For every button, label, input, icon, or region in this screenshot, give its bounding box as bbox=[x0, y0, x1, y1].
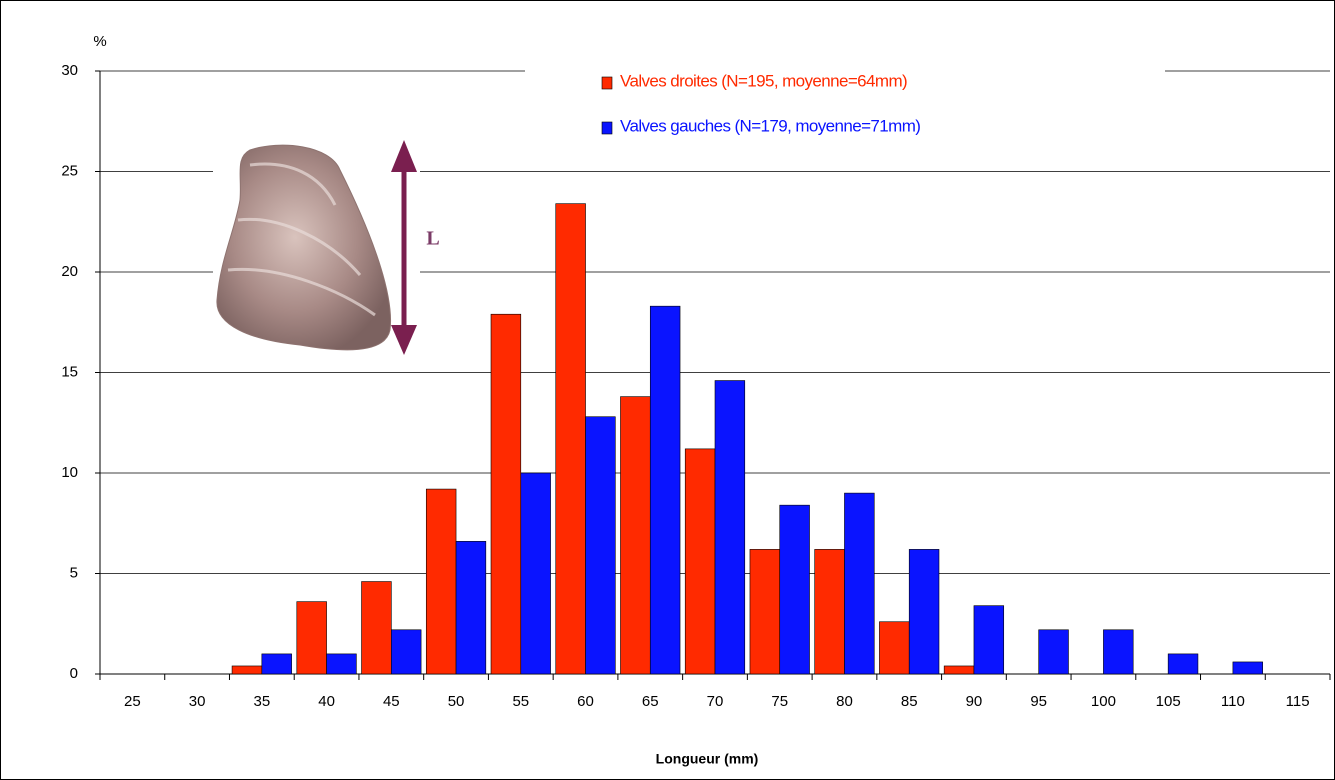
bar bbox=[620, 396, 651, 675]
x-tick-label: 75 bbox=[771, 693, 788, 710]
bar bbox=[908, 549, 940, 675]
bar bbox=[1167, 653, 1199, 675]
bar bbox=[261, 653, 292, 675]
bar bbox=[1232, 661, 1263, 675]
legend-swatch bbox=[601, 76, 613, 90]
legend-label: Valves droites (N=195, moyenne=64mm) bbox=[620, 71, 907, 90]
y-axis-label: % bbox=[93, 33, 106, 50]
bar bbox=[391, 629, 422, 675]
arrow-head bbox=[391, 140, 417, 172]
legend-swatch bbox=[601, 121, 613, 135]
bar bbox=[1103, 629, 1134, 675]
y-tick-label: 10 bbox=[61, 464, 78, 481]
bar bbox=[455, 541, 487, 675]
legend-background bbox=[525, 60, 1165, 150]
bar bbox=[231, 665, 263, 675]
x-tick-label: 90 bbox=[966, 693, 983, 710]
x-tick-label: 40 bbox=[318, 693, 335, 710]
x-tick-label: 35 bbox=[253, 693, 270, 710]
bar bbox=[714, 380, 746, 675]
x-tick-label: 105 bbox=[1156, 693, 1181, 710]
y-tick-label: 20 bbox=[61, 263, 78, 280]
bar bbox=[649, 305, 681, 675]
x-tick-label: 25 bbox=[124, 693, 141, 710]
x-tick-label: 65 bbox=[642, 693, 659, 710]
bar bbox=[749, 549, 781, 675]
x-tick-label: 85 bbox=[901, 693, 918, 710]
bar bbox=[585, 416, 616, 675]
x-tick-label: 30 bbox=[189, 693, 206, 710]
y-tick-label: 5 bbox=[70, 564, 78, 581]
bar bbox=[814, 549, 845, 675]
arrow-head bbox=[391, 325, 417, 355]
x-tick-label: 100 bbox=[1091, 693, 1116, 710]
bar bbox=[1038, 629, 1069, 675]
y-tick-label: 15 bbox=[61, 363, 78, 380]
x-tick-label: 45 bbox=[383, 693, 400, 710]
x-tick-label: 115 bbox=[1286, 693, 1310, 710]
bar bbox=[844, 492, 875, 675]
bar bbox=[684, 448, 716, 675]
bar bbox=[425, 488, 457, 675]
x-tick-label: 80 bbox=[836, 693, 853, 710]
bar bbox=[779, 504, 810, 675]
bar bbox=[943, 665, 975, 675]
bar bbox=[326, 653, 357, 675]
bar bbox=[520, 472, 551, 675]
x-tick-label: 95 bbox=[1030, 693, 1047, 710]
y-tick-label: 30 bbox=[61, 62, 78, 79]
bar bbox=[555, 203, 586, 675]
y-tick-label: 25 bbox=[61, 162, 78, 179]
y-tick-label: 0 bbox=[70, 665, 78, 682]
x-tick-label: 50 bbox=[448, 693, 465, 710]
bar bbox=[296, 601, 327, 675]
bar bbox=[361, 581, 392, 675]
legend-label: Valves gauches (N=179, moyenne=71mm) bbox=[620, 116, 920, 135]
x-tick-label: 60 bbox=[577, 693, 594, 710]
bar bbox=[879, 621, 910, 675]
x-axis-title: Longueur (mm) bbox=[656, 751, 759, 767]
oyster-lines bbox=[227, 162, 376, 317]
x-tick-label: 110 bbox=[1221, 693, 1245, 710]
bar bbox=[973, 605, 1005, 675]
bar bbox=[490, 313, 522, 675]
annotation: L bbox=[426, 228, 439, 250]
x-tick-label: 55 bbox=[512, 693, 529, 710]
x-tick-label: 70 bbox=[707, 693, 724, 710]
